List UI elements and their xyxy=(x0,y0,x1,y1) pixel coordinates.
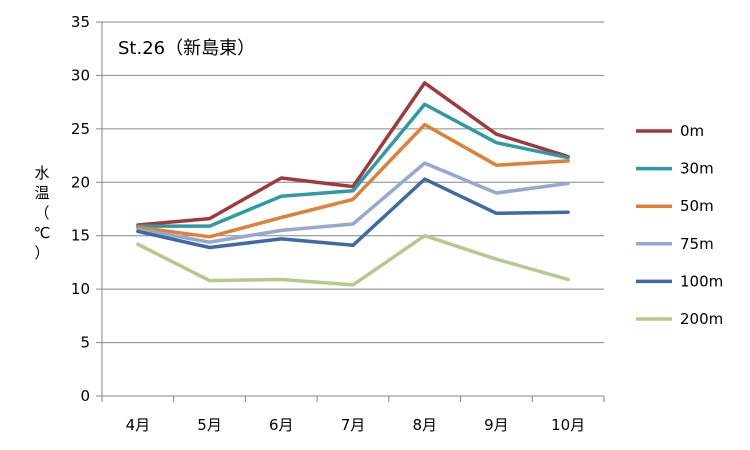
legend-label: 50m xyxy=(680,197,714,215)
y-tick-label: 15 xyxy=(71,227,90,245)
y-tick-label: 5 xyxy=(80,334,90,352)
legend-label: 200m xyxy=(680,310,723,328)
x-tick-label: 4月 xyxy=(126,416,151,434)
y-axis-label-char: 水 xyxy=(34,164,49,182)
y-tick-label: 25 xyxy=(71,120,90,138)
y-axis-label-char: ℃ xyxy=(34,224,51,242)
y-tick-label: 0 xyxy=(80,387,90,405)
series-line-50m xyxy=(136,122,570,239)
x-tick-label: 9月 xyxy=(484,416,509,434)
legend-label: 0m xyxy=(680,122,704,140)
legend-label: 30m xyxy=(680,160,714,178)
series-lines xyxy=(136,81,570,287)
y-tick-label: 35 xyxy=(71,13,90,31)
series-line-30m xyxy=(136,102,570,228)
chart-title: St.26（新島東） xyxy=(118,38,255,59)
y-axis-label: 水温 （ ℃ ） xyxy=(34,164,51,262)
legend-label: 100m xyxy=(680,272,723,290)
legend-label: 75m xyxy=(680,235,714,253)
grid-lines xyxy=(102,21,604,344)
x-tick-label: 5月 xyxy=(197,416,222,434)
x-tick-label: 10月 xyxy=(551,416,585,434)
y-tick-label: 20 xyxy=(71,173,90,191)
x-tick-label: 6月 xyxy=(269,416,294,434)
series-line-0m xyxy=(136,81,570,227)
y-axis-label-char: 温 xyxy=(34,184,49,202)
series-line-75m xyxy=(136,161,570,244)
x-tick-label: 8月 xyxy=(412,416,437,434)
axes: 0 5 10 15 20 25 30 35 4月 5月 6月 7月 8月 9月 10月 xyxy=(71,13,605,434)
legend: 0m 30m 50m 75m 100m 200m xyxy=(636,122,723,328)
series-line-100m xyxy=(136,177,570,250)
y-axis-label-char: （ xyxy=(34,204,49,222)
x-tick-label: 7月 xyxy=(341,416,366,434)
series-line-200m xyxy=(136,233,570,287)
y-axis-label-char: ） xyxy=(34,244,49,262)
y-tick-label: 30 xyxy=(71,66,90,84)
y-tick-label: 10 xyxy=(71,280,90,298)
